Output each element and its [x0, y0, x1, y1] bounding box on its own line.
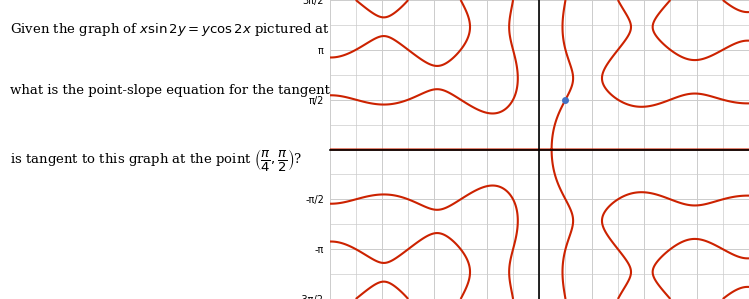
- Text: is tangent to this graph at the point $\left(\dfrac{\pi}{4}, \dfrac{\pi}{2}\righ: is tangent to this graph at the point $\…: [10, 147, 302, 173]
- Text: Given the graph of $x\sin 2y = y\cos 2x$ pictured at right,: Given the graph of $x\sin 2y = y\cos 2x$…: [10, 21, 370, 38]
- Text: what is the point-slope equation for the tangent line that: what is the point-slope equation for the…: [10, 84, 390, 97]
